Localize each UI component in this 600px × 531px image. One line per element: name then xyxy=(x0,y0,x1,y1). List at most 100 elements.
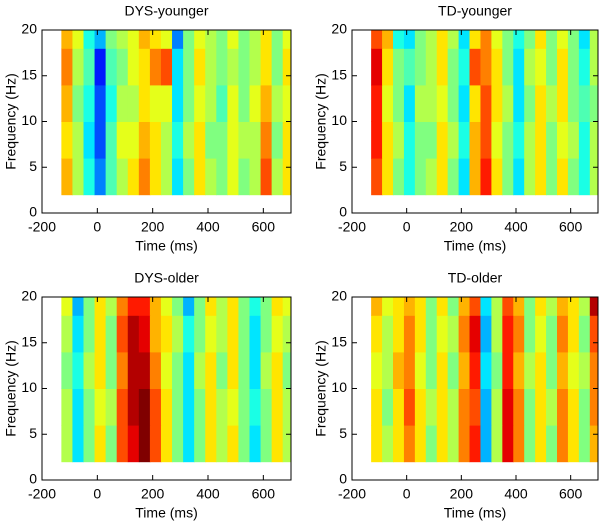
heat-cell xyxy=(480,30,492,49)
heat-cell xyxy=(546,121,558,159)
heat-cell xyxy=(546,84,558,122)
heat-cell xyxy=(469,351,481,389)
heat-cell xyxy=(260,48,273,86)
heat-cell xyxy=(216,351,228,389)
heat-cell xyxy=(403,297,416,316)
cells xyxy=(61,297,291,463)
heat-cell xyxy=(238,30,250,49)
heat-cell xyxy=(557,297,569,316)
heat-cell xyxy=(436,351,449,389)
cells xyxy=(371,297,598,463)
heat-cell xyxy=(172,48,184,86)
heat-cell xyxy=(436,30,449,49)
heat-cell xyxy=(371,30,383,49)
heat-cell xyxy=(183,121,195,159)
heat-cell xyxy=(524,30,536,49)
heat-cell xyxy=(578,388,591,426)
heat-cell xyxy=(480,158,492,196)
heat-cell xyxy=(138,297,151,316)
heat-cell xyxy=(535,388,547,426)
heat-cell xyxy=(535,315,547,353)
heat-cell xyxy=(83,315,96,353)
heat-cell xyxy=(447,30,460,49)
heat-cell xyxy=(72,315,84,353)
heat-cell xyxy=(414,351,427,389)
heat-cell xyxy=(127,297,140,316)
heat-cell xyxy=(127,351,140,389)
x-tick-label: 0 xyxy=(93,486,101,502)
heat-cell xyxy=(205,121,217,159)
heat-cell xyxy=(458,425,471,463)
heat-cell xyxy=(61,30,73,49)
heat-cell xyxy=(160,30,173,49)
heat-cell xyxy=(589,158,598,196)
heat-cell xyxy=(382,30,394,49)
y-tick-label: 5 xyxy=(29,158,37,174)
x-tick-label: 400 xyxy=(196,486,220,502)
heat-cell xyxy=(447,84,460,122)
heat-cell xyxy=(271,297,284,316)
heat-cell xyxy=(535,351,547,389)
heat-cell xyxy=(260,84,273,122)
heat-cell xyxy=(138,425,151,463)
heat-cell xyxy=(127,30,140,49)
heat-cell xyxy=(216,30,228,49)
heat-cell xyxy=(524,425,536,463)
heat-cell xyxy=(567,388,580,426)
heat-cell xyxy=(160,297,173,316)
heat-cell xyxy=(414,158,427,196)
heat-cell xyxy=(513,121,525,159)
heat-cell xyxy=(149,84,162,122)
heat-cell xyxy=(116,425,129,463)
heat-cell xyxy=(414,425,427,463)
heat-cell xyxy=(393,297,405,316)
heat-cell xyxy=(425,121,438,159)
heat-cell xyxy=(238,48,250,86)
y-tick-label: 15 xyxy=(331,66,347,82)
y-tick-label: 15 xyxy=(331,333,347,349)
heat-cell xyxy=(567,84,580,122)
heat-cell xyxy=(227,297,239,316)
heat-cell xyxy=(61,315,73,353)
heat-cell xyxy=(205,297,217,316)
heat-cell xyxy=(502,315,514,353)
heat-cell xyxy=(194,30,206,49)
heat-cell xyxy=(61,121,73,159)
heat-cell xyxy=(116,84,129,122)
heat-cell xyxy=(371,425,383,463)
y-tick-label: 5 xyxy=(29,425,37,441)
heat-cell xyxy=(393,158,405,196)
heat-cell xyxy=(282,297,291,316)
heat-cell xyxy=(116,121,129,159)
heat-cell xyxy=(160,158,173,196)
heat-cell xyxy=(546,30,558,49)
heat-cell xyxy=(546,351,558,389)
heat-cell xyxy=(382,388,394,426)
heat-cell xyxy=(282,158,291,196)
heat-cell xyxy=(260,297,273,316)
heat-cell xyxy=(589,121,598,159)
heat-cell xyxy=(458,48,471,86)
heat-cell xyxy=(513,30,525,49)
heat-cell xyxy=(282,121,291,159)
heat-cell xyxy=(194,84,206,122)
x-tick-label: 200 xyxy=(450,486,474,502)
heat-cell xyxy=(138,158,151,196)
heat-cell xyxy=(227,48,239,86)
heat-cell xyxy=(469,388,481,426)
heat-cell xyxy=(249,121,262,159)
heat-cell xyxy=(546,388,558,426)
heat-cell xyxy=(282,315,291,353)
heat-cell xyxy=(216,48,228,86)
heat-cell xyxy=(524,84,536,122)
heat-cell xyxy=(271,121,284,159)
heat-cell xyxy=(260,315,273,353)
heat-cell xyxy=(557,30,569,49)
heat-cell xyxy=(403,158,416,196)
heat-cell xyxy=(382,158,394,196)
heat-cell xyxy=(160,315,173,353)
heat-cell xyxy=(194,158,206,196)
heat-cell xyxy=(172,315,184,353)
